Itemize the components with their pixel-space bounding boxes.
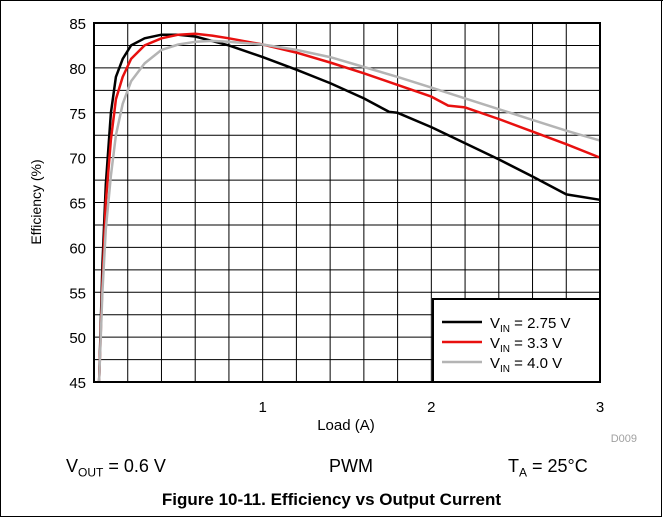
y-tick-label: 70 (69, 151, 86, 168)
y-tick-label: 55 (69, 285, 86, 302)
figure-id: D009 (611, 433, 637, 445)
plot-area-border (93, 22, 601, 383)
x-tick-label: 3 (596, 399, 604, 416)
legend-label-3: VIN = 4.0 V (490, 355, 562, 375)
series-line-1 (97, 33, 601, 383)
y-tick-label: 75 (69, 106, 86, 123)
y-tick-label: 50 (69, 330, 86, 347)
x-axis-label: Load (A) (317, 417, 375, 434)
efficiency-chart: 45 50 55 60 65 70 75 80 85 1 2 3 Efficiency (%) Lo… (28, 16, 637, 445)
legend-label-1: VIN = 2.75 V (490, 315, 570, 335)
y-tick-label: 45 (69, 375, 86, 392)
legend-box (432, 298, 601, 383)
x-tick-label: 1 (258, 399, 266, 416)
frame-top-border (0, 0, 663, 1)
series-line-3 (97, 39, 601, 383)
y-tick-labels: 45 50 55 60 65 70 75 80 85 (69, 16, 86, 392)
x-tick-label: 2 (427, 399, 435, 416)
series-line-2 (97, 32, 601, 383)
y-tick-label: 65 (69, 196, 86, 213)
y-tick-label: 60 (69, 240, 86, 257)
figure-caption: Figure 10-11. Efficiency vs Output Curre… (161, 490, 502, 509)
legend-label-2: VIN = 3.3 V (490, 335, 562, 355)
y-tick-label: 80 (69, 61, 86, 78)
y-tick-label: 85 (69, 16, 86, 33)
chart-series (97, 32, 601, 383)
x-tick-labels: 1 2 3 (258, 399, 604, 416)
y-axis-label: Efficiency (%) (28, 159, 44, 244)
ta-condition: TA = 25°C (508, 456, 588, 480)
mode-condition: PWM (329, 456, 373, 476)
vout-condition: VOUT = 0.6 V (66, 456, 166, 480)
